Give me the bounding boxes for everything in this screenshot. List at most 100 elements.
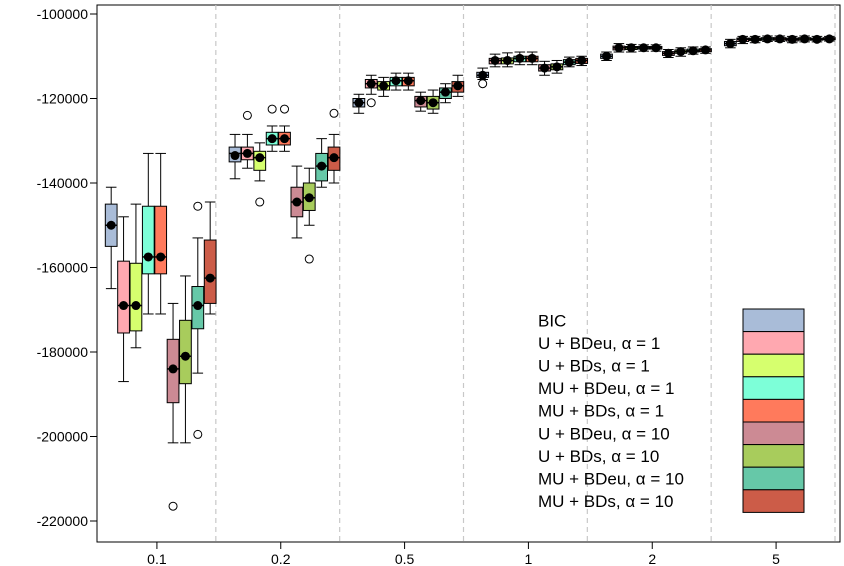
x-tick-label: 0.2	[271, 551, 291, 566]
mean-point	[242, 148, 252, 158]
mean-point	[527, 53, 537, 63]
box-2-2	[377, 76, 390, 97]
box-0-5	[166, 302, 180, 511]
box-3-7	[562, 56, 576, 68]
mean-point	[688, 46, 698, 56]
box-body	[154, 205, 168, 275]
box-4-8	[699, 45, 712, 55]
box-1-5	[290, 165, 304, 239]
y-tick-label: -140000	[37, 175, 89, 191]
box-1-0	[228, 133, 242, 180]
box-0-3	[141, 152, 155, 315]
box-2-0	[352, 93, 366, 114]
y-tick-label: -180000	[37, 344, 89, 360]
mean-point	[428, 98, 438, 108]
box-2-6	[426, 89, 440, 114]
box-3-8	[575, 55, 589, 67]
legend-swatch	[742, 353, 805, 378]
mean-point	[676, 47, 686, 57]
box-1-8	[327, 108, 341, 184]
mean-point	[738, 34, 748, 44]
mean-point	[775, 34, 785, 44]
mean-point	[292, 197, 302, 207]
mean-point	[824, 34, 834, 44]
mean-point	[267, 134, 277, 144]
legend-label: BIC	[538, 311, 566, 330]
legend-swatch	[742, 331, 805, 355]
x-tick-label: 5	[772, 551, 780, 566]
legend-label: U + BDs, α = 1	[538, 357, 650, 376]
box-0-2	[129, 203, 143, 349]
legend-label: MU + BDeu, α = 10	[538, 470, 684, 489]
legend-swatch	[742, 444, 805, 468]
mean-point	[515, 53, 525, 63]
box-1-2	[253, 142, 267, 207]
mean-point	[280, 134, 290, 144]
legend-label: U + BDeu, α = 10	[538, 424, 670, 443]
box-4-0	[600, 51, 613, 61]
outlier-point	[193, 429, 203, 439]
box-4-5	[662, 48, 675, 59]
legend: BIC U + BDeu, α = 1 U + BDs, α = 1 MU + BDe…	[538, 308, 805, 513]
legend-swatch	[742, 421, 805, 446]
outlier-point	[242, 110, 252, 120]
box-2-5	[414, 91, 428, 112]
box-1-7	[315, 138, 329, 188]
box-3-3	[513, 51, 527, 66]
mean-point	[230, 151, 240, 161]
box-5-0	[723, 38, 737, 49]
y-tick-label: -120000	[37, 91, 89, 107]
outlier-point	[193, 201, 203, 211]
box-2-8	[451, 74, 465, 97]
legend-label: MU + BDs, α = 10	[538, 492, 674, 511]
x-tick-label: 2	[648, 551, 656, 566]
mean-point	[317, 161, 327, 171]
legend-swatch	[742, 398, 805, 423]
mean-point	[379, 81, 389, 91]
mean-point	[787, 34, 797, 44]
box-4-4	[649, 43, 663, 53]
mean-point	[478, 70, 488, 80]
box-3-5	[538, 60, 551, 76]
mean-point	[725, 39, 735, 49]
legend-label: MU + BDs, α = 1	[538, 402, 664, 421]
mean-point	[180, 351, 190, 361]
box-1-3	[265, 104, 279, 152]
box-1-4	[278, 104, 291, 152]
mean-point	[304, 193, 314, 203]
mean-point	[156, 252, 166, 262]
box-1-6	[302, 167, 316, 264]
mean-point	[205, 273, 215, 283]
y-tick-label: -160000	[37, 260, 89, 276]
category-separators	[215, 5, 836, 542]
box-0-4	[154, 152, 168, 315]
legend-label: U + BDs, α = 10	[538, 447, 659, 466]
outlier-point	[255, 197, 265, 207]
mean-point	[750, 34, 760, 44]
mean-point	[255, 153, 265, 163]
x-tick-label: 0.1	[147, 551, 167, 566]
box-series	[104, 34, 836, 511]
mean-point	[564, 57, 574, 67]
mean-point	[800, 34, 810, 44]
box-5-7	[810, 34, 824, 44]
mean-point	[502, 55, 512, 65]
mean-point	[391, 76, 401, 86]
box-3-4	[525, 51, 539, 66]
box-4-2	[624, 43, 638, 53]
box-0-1	[117, 216, 130, 383]
x-tick-label: 1	[525, 551, 533, 566]
box-body	[117, 260, 130, 334]
mean-point	[701, 45, 711, 55]
outlier-point	[366, 98, 376, 108]
mean-point	[762, 34, 772, 44]
box-3-6	[550, 59, 564, 74]
legend-swatch	[742, 376, 805, 400]
mean-point	[651, 43, 661, 53]
mean-point	[366, 79, 376, 89]
outlier-point	[280, 104, 290, 114]
mean-point	[453, 81, 463, 91]
mean-point	[440, 87, 450, 97]
mean-point	[639, 43, 649, 53]
x-axis: 0.1 0.2 0.5 1 2 5	[147, 542, 780, 566]
